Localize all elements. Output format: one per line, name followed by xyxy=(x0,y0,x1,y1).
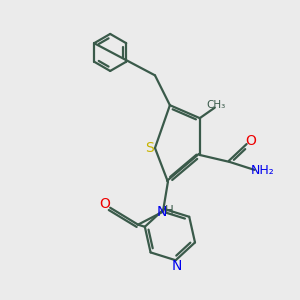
Text: O: O xyxy=(99,197,110,211)
Text: NH₂: NH₂ xyxy=(251,164,275,177)
Text: N: N xyxy=(172,259,182,273)
Text: O: O xyxy=(246,134,256,148)
Text: S: S xyxy=(145,141,154,155)
Text: N: N xyxy=(156,205,167,219)
Text: H: H xyxy=(165,204,174,217)
Text: CH₃: CH₃ xyxy=(207,100,226,110)
